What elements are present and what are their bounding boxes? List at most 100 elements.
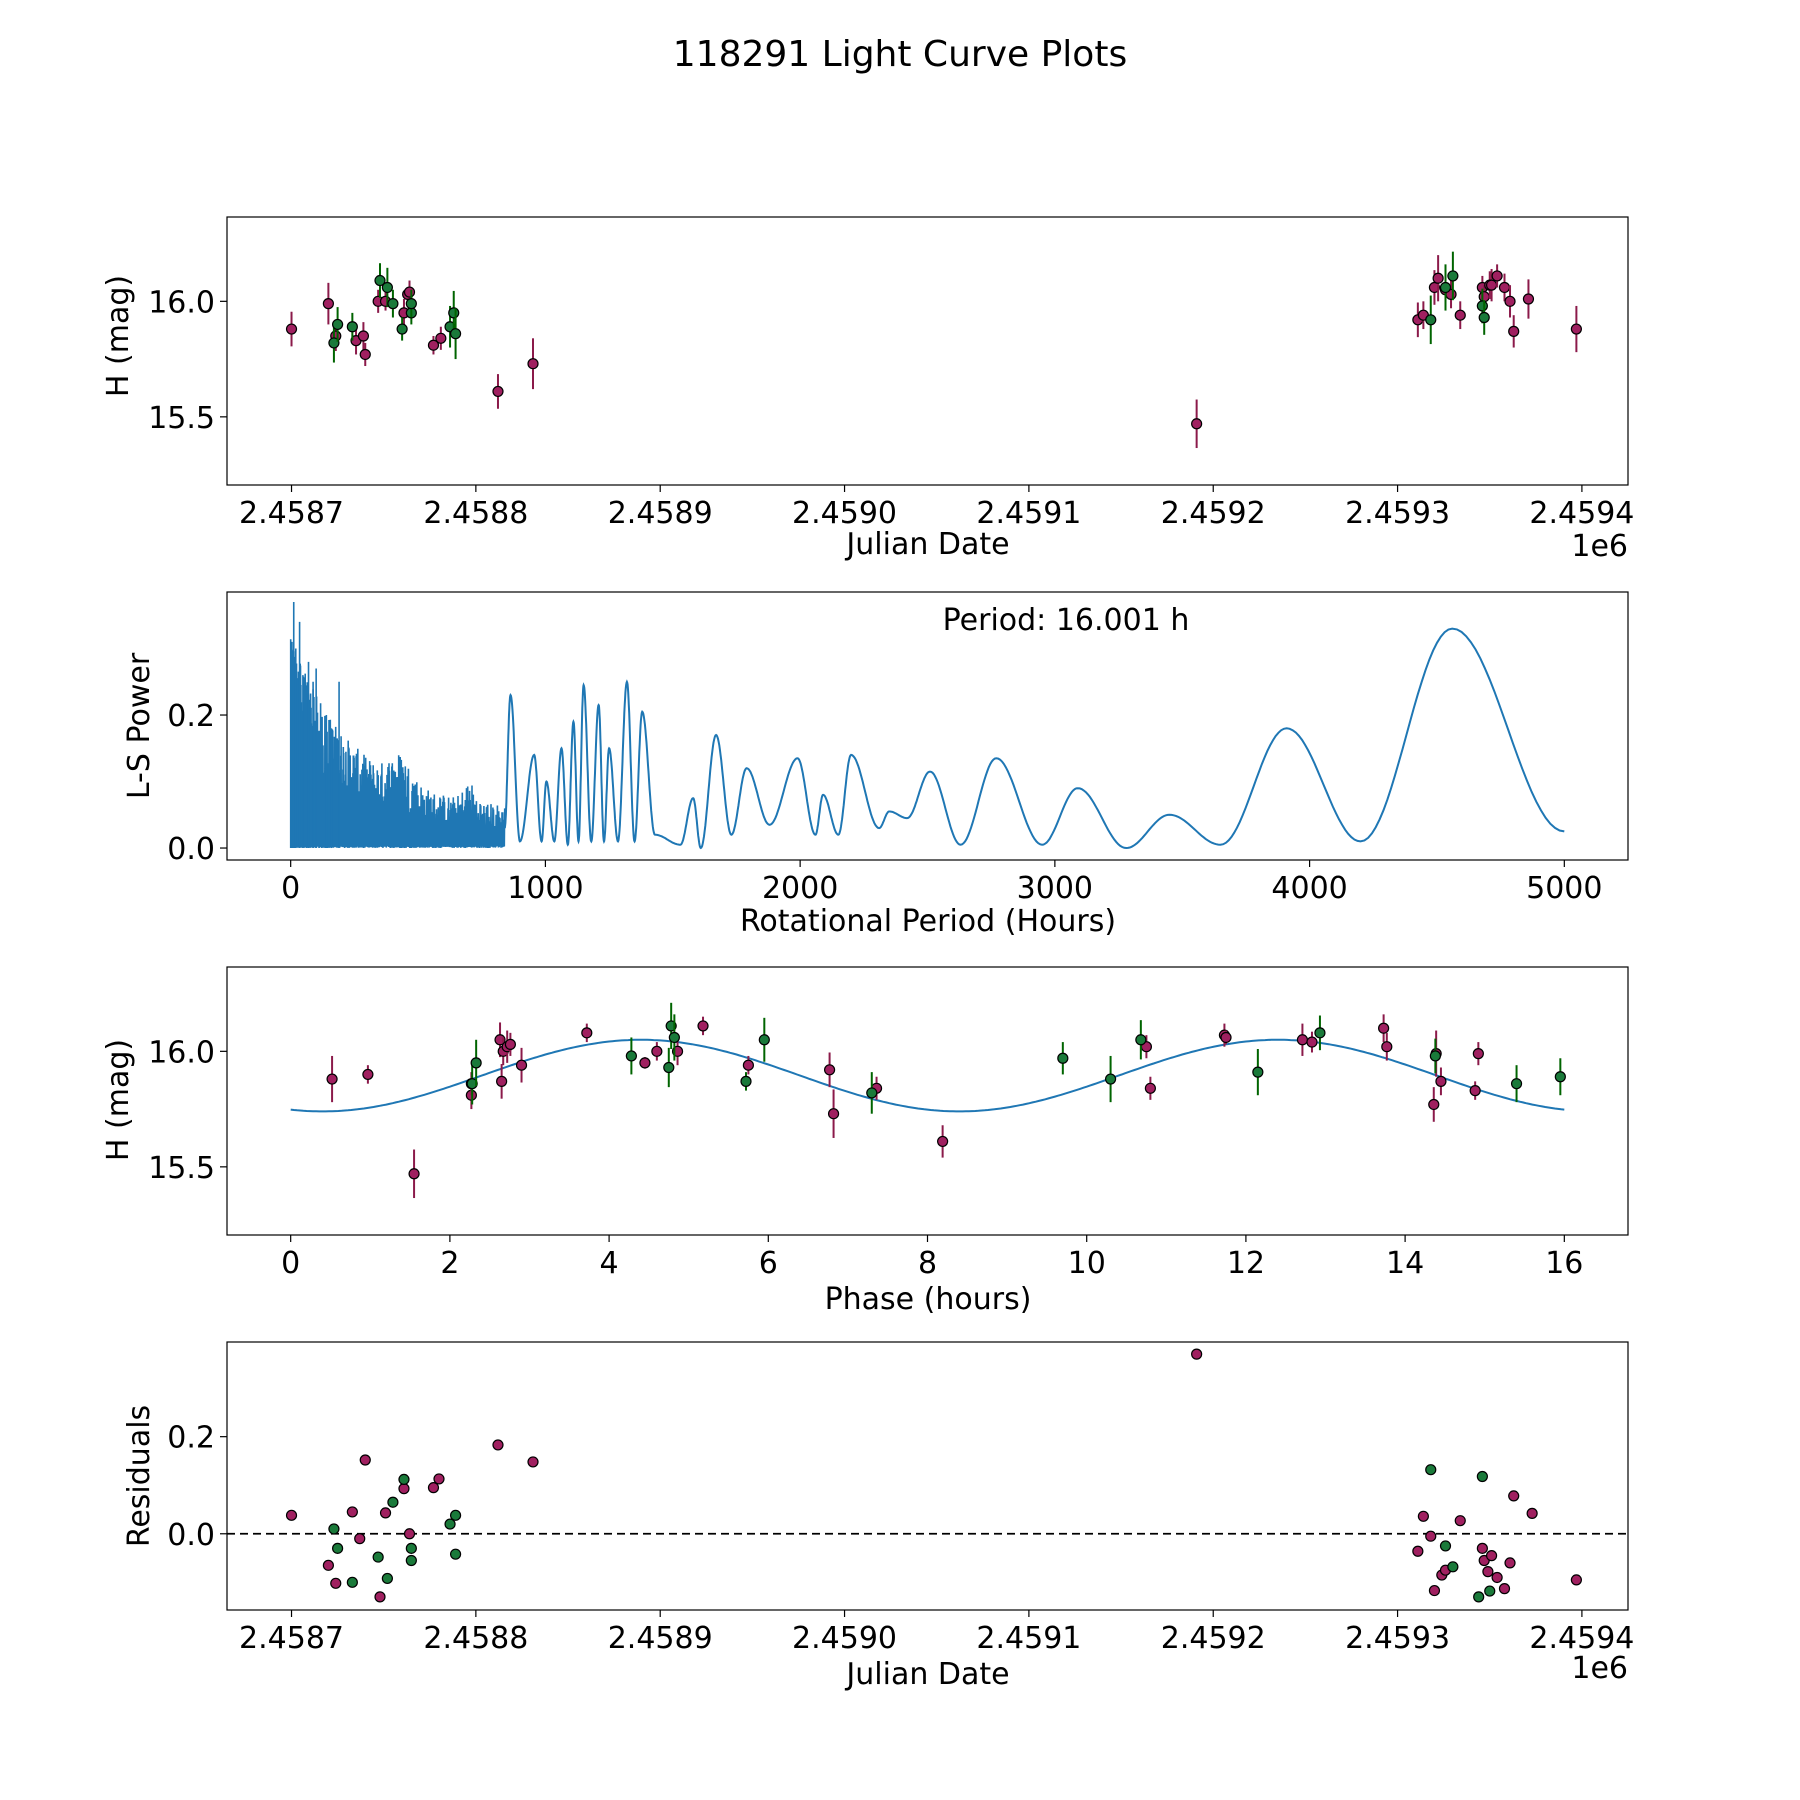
phased-curve-point-band-green (1510, 1078, 1523, 1090)
light-curve-xtick-label: 2.4587 (239, 496, 344, 531)
phased-curve-point-band-green (740, 1075, 752, 1087)
figure-title: 118291 Light Curve Plots (673, 34, 1127, 75)
phased-curve-point-band-pink (827, 1108, 840, 1120)
residuals-point-band-pink (354, 1533, 366, 1545)
residuals-point-band-pink (1570, 1574, 1582, 1586)
light-curve-x-offset: 1e6 (1571, 529, 1628, 564)
light-curve-point-band-green (1439, 281, 1452, 294)
phased-curve-point-band-pink (504, 1038, 516, 1050)
residuals-point-band-green (1425, 1464, 1437, 1476)
residuals-point-band-green (1473, 1591, 1485, 1603)
light-curve-point-band-green (405, 298, 417, 310)
residuals-point-band-pink (374, 1591, 386, 1603)
phased-curve-point-band-green (866, 1087, 878, 1099)
phased-curve-point-band-pink (326, 1073, 338, 1085)
residuals-xtick-label: 2.4590 (792, 1621, 897, 1656)
residuals-point-band-green (398, 1473, 410, 1485)
light-curve-point-band-pink (359, 348, 371, 361)
phased-curve-point-band-pink (1472, 1048, 1484, 1060)
residuals-point-band-pink (1498, 1583, 1511, 1595)
periodogram-xtick-label: 4000 (1271, 871, 1347, 906)
phased-curve-xtick-label: 6 (759, 1246, 778, 1281)
phased-curve-point-band-pink (823, 1064, 836, 1076)
light-curve-point-band-pink (285, 323, 298, 335)
phased-curve-point-band-green (758, 1034, 770, 1046)
phased-curve-point-band-pink (408, 1168, 420, 1180)
periodogram-ytick-label: 0.2 (167, 699, 215, 734)
residuals-point-band-green (1476, 1470, 1488, 1483)
phased-curve-point-band-pink (1296, 1034, 1309, 1046)
residuals-point-band-green (1484, 1585, 1496, 1597)
light-curve-point-band-pink (1485, 279, 1498, 291)
light-curve-point-band-green (1476, 300, 1488, 312)
residuals-point-band-green (332, 1542, 344, 1554)
phased-curve-point-band-pink (639, 1057, 651, 1069)
light-curve-point-band-green (449, 328, 462, 340)
periodogram-xtick-label: 3000 (1017, 871, 1093, 906)
phased-curve-point-band-green (466, 1078, 478, 1090)
phased-curve-point-band-pink (1435, 1075, 1447, 1087)
periodogram-lines (289, 601, 1565, 850)
residuals-point-band-pink (1412, 1545, 1424, 1557)
phased-curve-point-band-green (1135, 1034, 1147, 1046)
periodogram-xtick-label: 1000 (507, 871, 583, 906)
residuals-point-band-pink (1482, 1566, 1494, 1578)
phased-model-curve (290, 1038, 1565, 1113)
light-curve-point-band-pink (1504, 295, 1516, 307)
phased-curve-point-band-pink (362, 1068, 374, 1081)
phased-curve-point-band-green (625, 1050, 637, 1062)
light-curve-point-band-pink (435, 332, 447, 344)
residuals-point-band-pink (1491, 1571, 1503, 1584)
light-curve-ytick-label: 15.5 (148, 401, 215, 436)
periodogram-xlabel: Rotational Period (Hours) (740, 904, 1116, 939)
light-curve-point-band-pink (1491, 270, 1503, 282)
residuals-xtick-label: 2.4587 (239, 1621, 344, 1656)
phased-curve-point-band-pink (581, 1027, 593, 1039)
phased-curve-ytick-label: 15.5 (148, 1151, 215, 1186)
residuals-point-band-pink (379, 1507, 392, 1519)
residuals-point-band-green (449, 1548, 462, 1560)
phased-curve-panel: Phase (hours) H (mag) 0 2 4 6 8 10 12 14 16 15.5 1… (101, 966, 1629, 1317)
residuals-x-offset: 1e6 (1571, 1651, 1628, 1686)
phased-curve-point-band-green (1104, 1073, 1117, 1085)
period-annotation: Period: 16.001 h (943, 603, 1190, 638)
residuals-xtick-label: 2.4591 (976, 1621, 1081, 1656)
phased-curve-point-band-pink (496, 1075, 508, 1087)
light-curve-point-band-pink (1508, 325, 1520, 337)
phased-curve-xtick-label: 8 (918, 1246, 937, 1281)
light-curve-point-band-green (1425, 314, 1437, 326)
residuals-xlabel: Julian Date (844, 1657, 1009, 1692)
periodogram-ylabel: L-S Power (122, 652, 157, 799)
residuals-ylabel: Residuals (122, 1405, 157, 1547)
phased-curve-xtick-label: 12 (1227, 1246, 1265, 1281)
residuals-point-band-pink (403, 1528, 416, 1540)
residuals-point-band-green (346, 1576, 358, 1588)
light-curve-point-band-green (387, 298, 399, 310)
residuals-ytick-label: 0.0 (167, 1518, 215, 1553)
residuals-point-band-pink (1454, 1515, 1466, 1527)
phased-curve-points (326, 1002, 1566, 1199)
phased-curve-point-band-pink (651, 1045, 663, 1057)
light-curve-point-band-pink (1454, 309, 1466, 321)
light-curve-xtick-label: 2.4591 (976, 496, 1081, 531)
phased-curve-xtick-label: 4 (600, 1246, 619, 1281)
light-curve-points (285, 251, 1582, 449)
residuals-point-band-pink (398, 1483, 410, 1495)
phased-curve-point-band-pink (1378, 1022, 1390, 1034)
light-curve-xtick-label: 2.4592 (1161, 496, 1266, 531)
light-curve-point-band-pink (492, 385, 504, 398)
light-curve-point-band-pink (427, 339, 440, 351)
light-curve-point-band-green (328, 337, 340, 349)
phased-curve-xtick-label: 0 (281, 1246, 300, 1281)
light-curve-xtick-label: 2.4593 (1345, 496, 1450, 531)
phased-curve-point-band-green (663, 1061, 675, 1074)
residuals-points (285, 1348, 1582, 1603)
residuals-ytick-label: 0.2 (167, 1421, 215, 1456)
light-curve-point-band-green (396, 323, 408, 335)
residuals-point-band-pink (1504, 1557, 1516, 1569)
light-curve-xtick-label: 2.4594 (1529, 496, 1634, 531)
light-curve-point-band-pink (1191, 418, 1203, 430)
residuals-point-band-pink (1508, 1490, 1520, 1502)
